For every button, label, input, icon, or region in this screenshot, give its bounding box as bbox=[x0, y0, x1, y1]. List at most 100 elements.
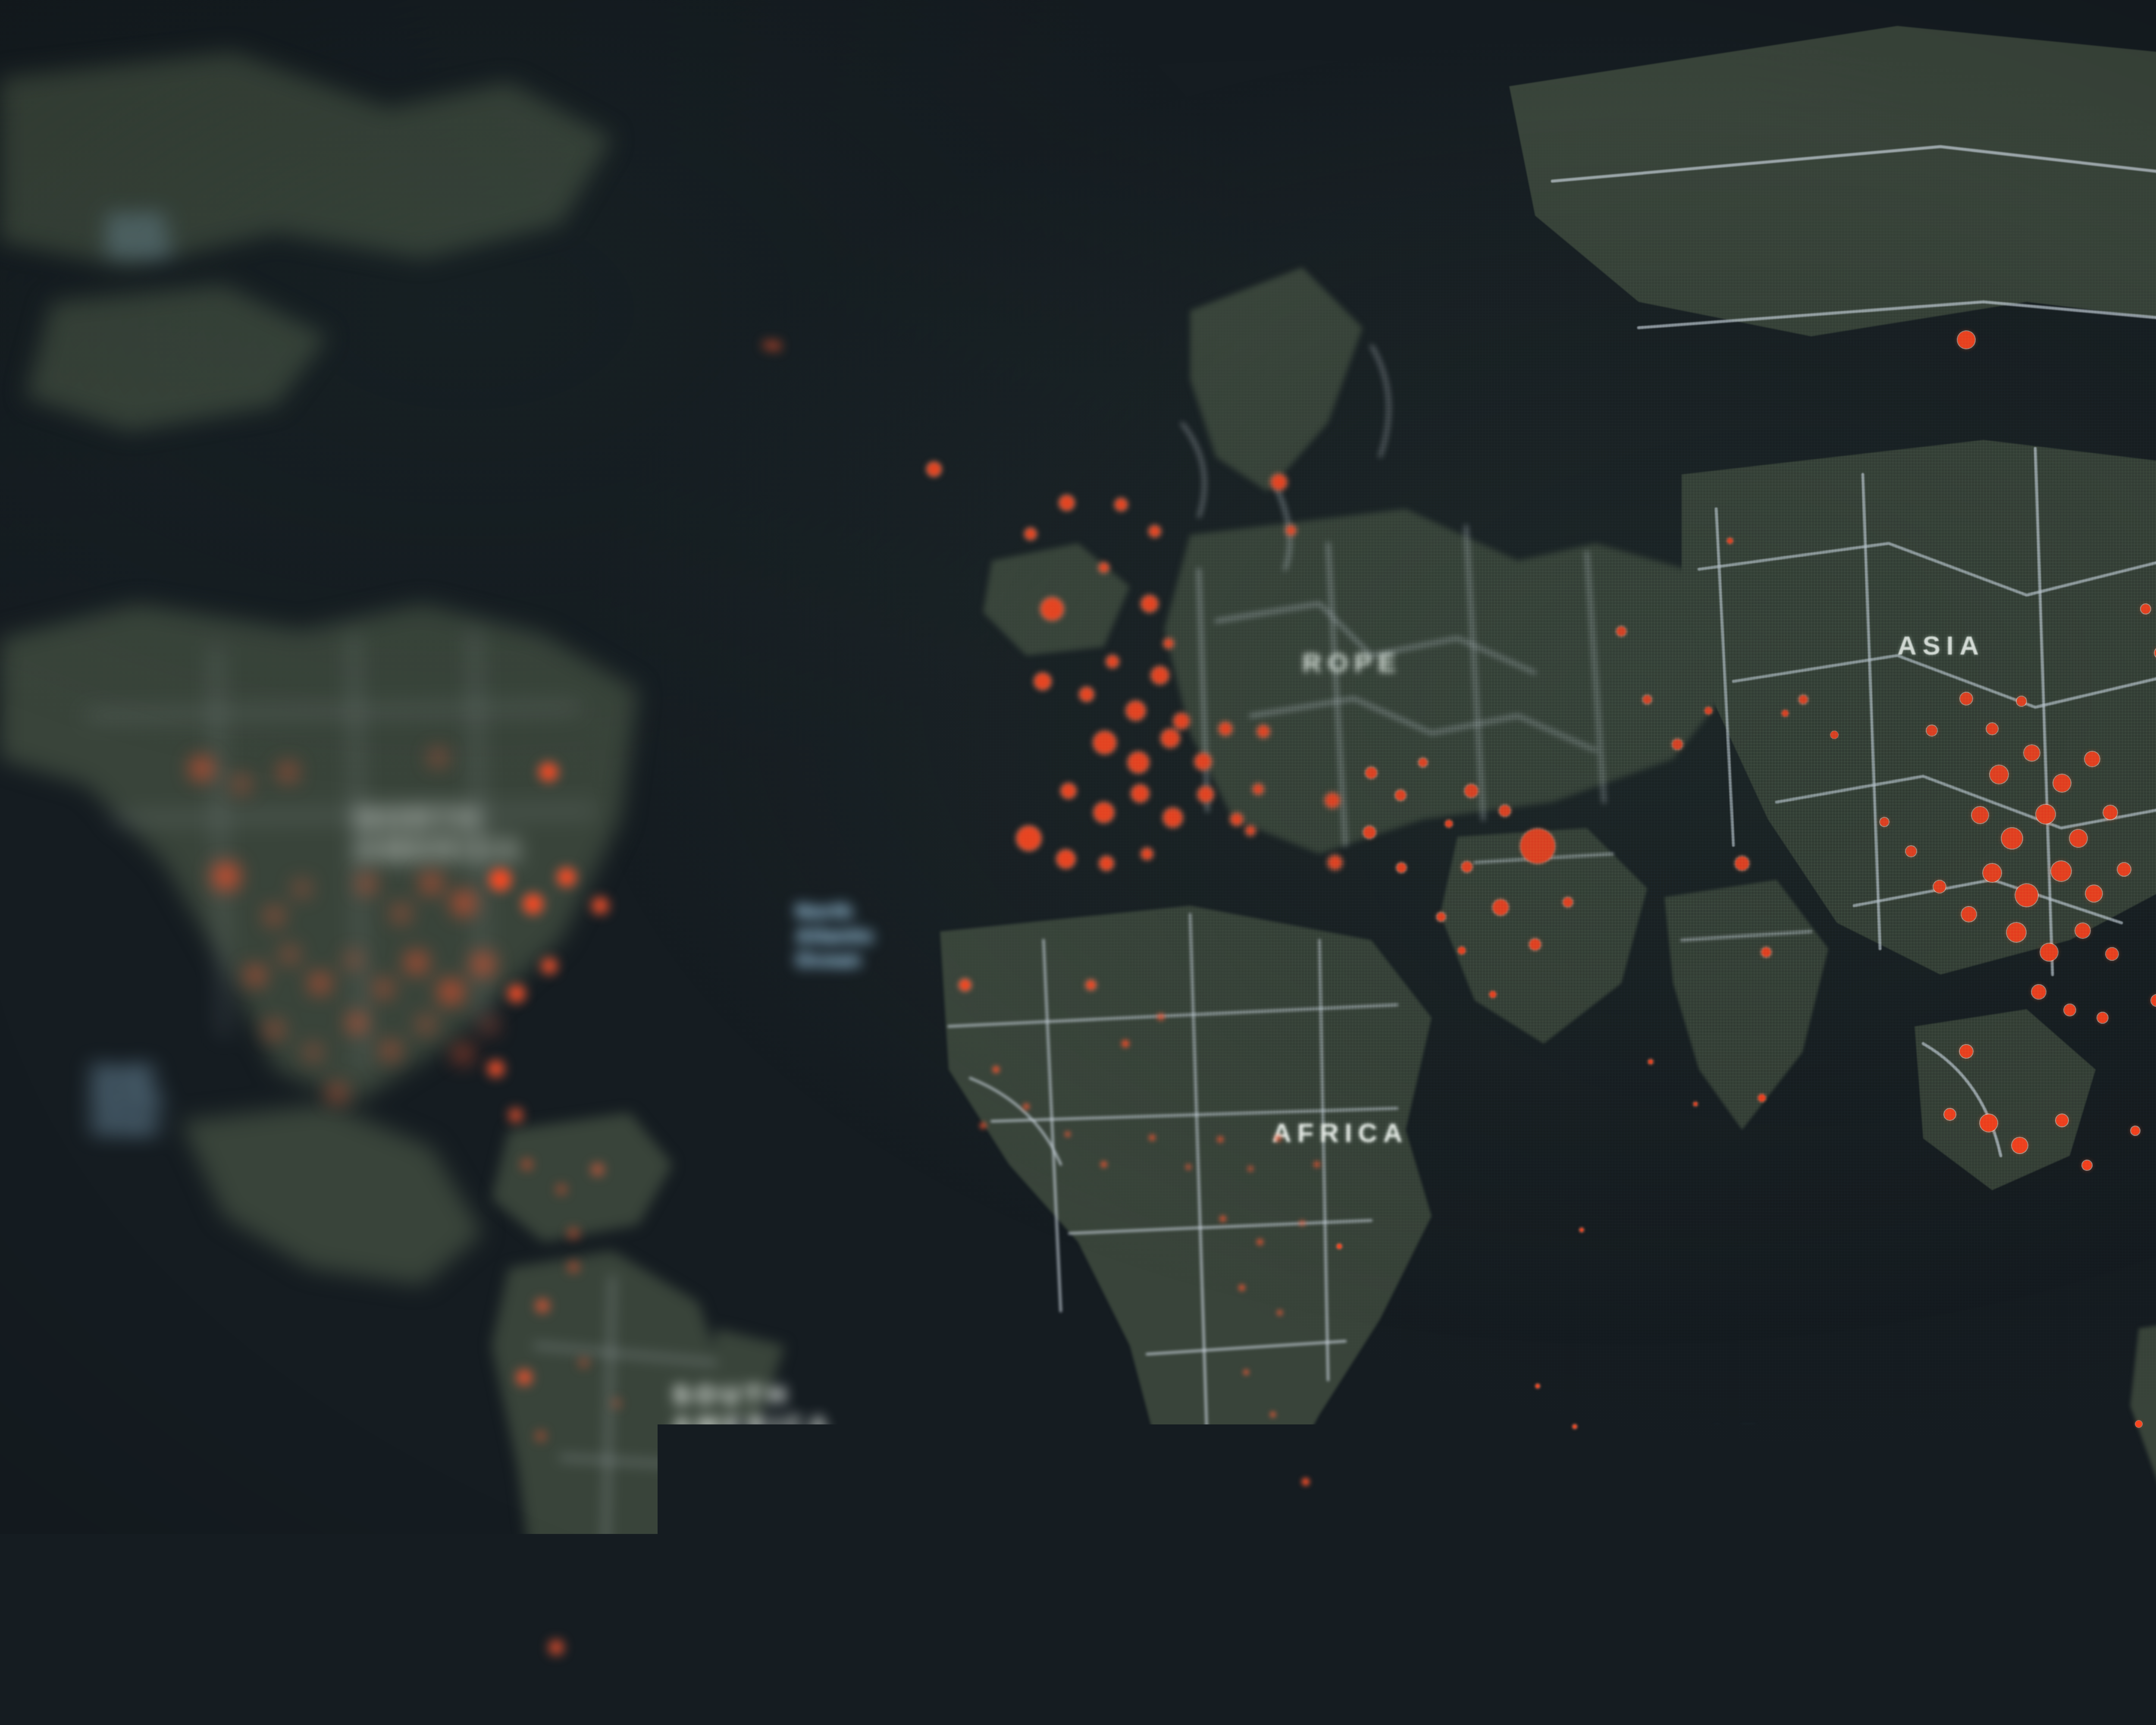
case-marker[interactable] bbox=[1174, 713, 1189, 729]
case-marker[interactable] bbox=[1151, 667, 1169, 684]
case-marker[interactable] bbox=[2012, 1138, 2028, 1153]
case-markers-far-left[interactable] bbox=[0, 0, 2156, 1725]
case-marker[interactable] bbox=[2002, 828, 2022, 849]
case-marker[interactable] bbox=[1906, 846, 1916, 856]
case-marker[interactable] bbox=[537, 1433, 544, 1440]
case-marker[interactable] bbox=[2017, 696, 2026, 706]
case-marker[interactable] bbox=[1536, 1384, 1540, 1388]
case-marker[interactable] bbox=[1987, 723, 1998, 734]
case-marker[interactable] bbox=[558, 1186, 565, 1193]
case-marker[interactable] bbox=[1099, 563, 1109, 572]
case-marker[interactable] bbox=[236, 779, 247, 789]
case-marker[interactable] bbox=[1219, 722, 1232, 735]
case-marker[interactable] bbox=[570, 1263, 577, 1271]
case-marker[interactable] bbox=[1025, 528, 1036, 539]
case-marker[interactable] bbox=[1065, 1132, 1070, 1136]
case-marker[interactable] bbox=[1106, 656, 1119, 668]
case-marker[interactable] bbox=[1437, 913, 1445, 921]
case-marker[interactable] bbox=[1101, 1162, 1106, 1167]
case-marker[interactable] bbox=[1643, 695, 1651, 704]
case-marker[interactable] bbox=[1126, 701, 1145, 720]
case-marker[interactable] bbox=[2056, 1114, 2068, 1126]
case-marker[interactable] bbox=[193, 760, 210, 777]
case-marker[interactable] bbox=[1218, 1137, 1223, 1142]
case-marker[interactable] bbox=[1758, 1094, 1766, 1102]
case-marker[interactable] bbox=[1579, 1228, 1584, 1232]
case-marker[interactable] bbox=[2141, 604, 2150, 614]
case-marker[interactable] bbox=[1366, 767, 1377, 778]
case-marker[interactable] bbox=[1141, 848, 1153, 859]
case-marker[interactable] bbox=[1962, 907, 1976, 922]
case-marker[interactable] bbox=[457, 1048, 470, 1060]
case-marker[interactable] bbox=[1972, 807, 1988, 823]
case-marker[interactable] bbox=[1672, 739, 1683, 750]
case-marker[interactable] bbox=[2118, 863, 2131, 876]
case-marker[interactable] bbox=[2135, 1421, 2142, 1427]
case-marker[interactable] bbox=[1830, 731, 1838, 739]
case-marker[interactable] bbox=[1244, 1370, 1248, 1374]
case-marker[interactable] bbox=[2082, 1160, 2092, 1170]
case-marker[interactable] bbox=[1363, 826, 1376, 838]
case-marker[interactable] bbox=[385, 1044, 397, 1057]
case-marker[interactable] bbox=[518, 1371, 531, 1384]
case-marker[interactable] bbox=[1150, 1135, 1155, 1140]
case-marker[interactable] bbox=[1617, 627, 1626, 636]
case-marker[interactable] bbox=[1325, 793, 1340, 808]
case-marker[interactable] bbox=[285, 950, 295, 960]
case-marker[interactable] bbox=[1693, 1102, 1698, 1106]
case-marker[interactable] bbox=[1257, 725, 1269, 737]
case-marker[interactable] bbox=[442, 982, 461, 1001]
case-marker[interactable] bbox=[1061, 784, 1076, 798]
case-marker[interactable] bbox=[360, 878, 373, 890]
case-marker[interactable] bbox=[1141, 596, 1158, 612]
case-marker[interactable] bbox=[981, 1123, 986, 1128]
case-marker[interactable] bbox=[614, 1401, 619, 1406]
case-marker[interactable] bbox=[1980, 1114, 1997, 1132]
case-marker[interactable] bbox=[1122, 1040, 1129, 1047]
case-marker[interactable] bbox=[248, 969, 262, 982]
case-marker[interactable] bbox=[1520, 829, 1555, 863]
case-marker[interactable] bbox=[1563, 897, 1573, 907]
case-marker[interactable] bbox=[1705, 707, 1712, 715]
case-marker[interactable] bbox=[1286, 526, 1296, 535]
case-marker[interactable] bbox=[1239, 1285, 1244, 1290]
case-marker[interactable] bbox=[1934, 881, 1946, 893]
case-marker[interactable] bbox=[2070, 830, 2087, 847]
case-marker[interactable] bbox=[1086, 980, 1096, 990]
case-markers-right[interactable] bbox=[0, 0, 2156, 1725]
case-marker[interactable] bbox=[537, 1301, 548, 1311]
case-marker[interactable] bbox=[1573, 1424, 1577, 1429]
case-marker[interactable] bbox=[1059, 496, 1074, 510]
case-marker[interactable] bbox=[1782, 710, 1789, 717]
case-marker[interactable] bbox=[1246, 826, 1255, 835]
case-marker[interactable] bbox=[1529, 939, 1541, 950]
case-marker[interactable] bbox=[424, 876, 439, 891]
case-marker[interactable] bbox=[2064, 1004, 2075, 1016]
case-marker[interactable] bbox=[1419, 758, 1427, 767]
case-marker[interactable] bbox=[485, 1021, 495, 1030]
case-marker[interactable] bbox=[927, 462, 941, 476]
case-marker[interactable] bbox=[1080, 687, 1094, 701]
case-marker[interactable] bbox=[2036, 805, 2055, 824]
case-marker[interactable] bbox=[593, 898, 608, 913]
case-marker[interactable] bbox=[2015, 884, 2038, 906]
case-marker[interactable] bbox=[1799, 695, 1808, 704]
case-marker[interactable] bbox=[764, 342, 771, 348]
case-marker[interactable] bbox=[2086, 885, 2102, 902]
case-marker[interactable] bbox=[2106, 948, 2118, 960]
case-marker[interactable] bbox=[993, 1066, 999, 1073]
case-marker[interactable] bbox=[1944, 1109, 1955, 1120]
case-marker[interactable] bbox=[1231, 813, 1243, 825]
case-marker[interactable] bbox=[455, 894, 473, 912]
case-marker[interactable] bbox=[558, 869, 575, 886]
case-marker[interactable] bbox=[550, 1641, 562, 1653]
case-marker[interactable] bbox=[1395, 790, 1406, 800]
case-marker[interactable] bbox=[523, 894, 542, 913]
case-marker[interactable] bbox=[1462, 862, 1472, 872]
case-marker[interactable] bbox=[1927, 725, 1937, 736]
case-marker[interactable] bbox=[350, 1016, 364, 1030]
case-marker[interactable] bbox=[1302, 1478, 1309, 1485]
case-marker[interactable] bbox=[1278, 1311, 1282, 1315]
case-marker[interactable] bbox=[593, 1165, 602, 1174]
case-marker[interactable] bbox=[269, 910, 280, 922]
